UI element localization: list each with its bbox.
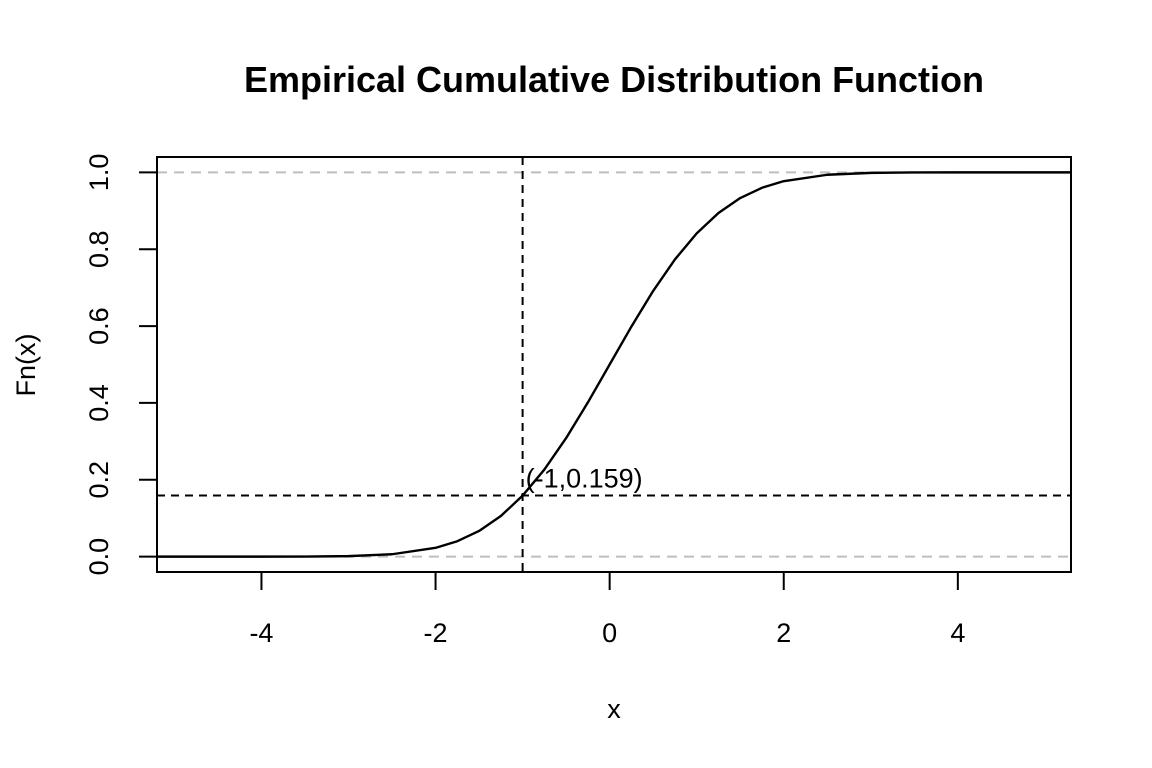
x-tick-label: 0 bbox=[602, 618, 617, 648]
chart-title: Empirical Cumulative Distribution Functi… bbox=[244, 59, 984, 100]
x-tick-label: -2 bbox=[424, 618, 448, 648]
y-tick-label: 0.4 bbox=[84, 384, 114, 422]
plot-frame bbox=[156, 156, 1072, 573]
y-tick-label: 1.0 bbox=[84, 154, 114, 192]
x-tick-label: 2 bbox=[776, 618, 791, 648]
x-axis: -4 -2 0 2 4 bbox=[249, 572, 965, 648]
y-axis: 0.0 0.2 0.4 0.6 0.8 1.0 bbox=[84, 154, 157, 576]
y-tick-label: 0.0 bbox=[84, 538, 114, 576]
plot-area bbox=[156, 156, 1072, 573]
ecdf-curve bbox=[157, 171, 1071, 558]
x-tick-label: 4 bbox=[950, 618, 965, 648]
point-annotation: (-1,0.159) bbox=[526, 464, 643, 494]
x-axis-label: x bbox=[607, 694, 621, 724]
y-tick-label: 0.8 bbox=[84, 230, 114, 268]
y-axis-label: Fn(x) bbox=[11, 334, 41, 397]
y-tick-label: 0.2 bbox=[84, 461, 114, 499]
x-tick-label: -4 bbox=[249, 618, 273, 648]
y-tick-label: 0.6 bbox=[84, 307, 114, 345]
